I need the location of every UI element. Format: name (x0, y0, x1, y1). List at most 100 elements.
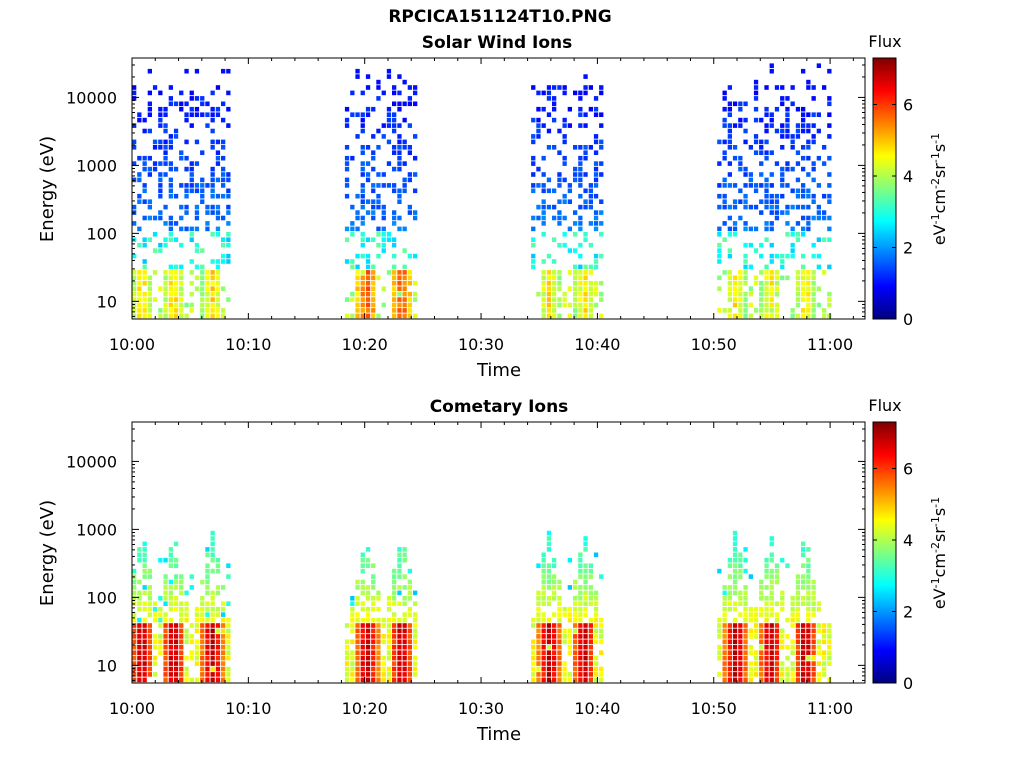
spectrogram-cell (822, 623, 827, 628)
spectrogram-cell (748, 677, 753, 683)
spectrogram-cell (163, 596, 168, 601)
spectrogram-cell (402, 655, 407, 661)
spectrogram-cell (546, 308, 552, 313)
spectrogram-cell (722, 155, 727, 161)
spectrogram-cell (769, 117, 774, 123)
spectrogram-cell (397, 655, 402, 661)
spectrogram-cell (407, 650, 412, 655)
spectrogram-cell (132, 275, 137, 281)
spectrogram-cell (226, 639, 231, 645)
spectrogram-cell (764, 574, 769, 579)
spectrogram-cell (759, 253, 764, 259)
spectrogram-cell (801, 563, 806, 568)
spectrogram-cell (588, 655, 593, 661)
spectrogram-cell (402, 280, 407, 286)
spectrogram-cell (392, 568, 397, 574)
spectrogram-cell (360, 655, 365, 661)
spectrogram-cell (593, 221, 599, 226)
spectrogram-cell (168, 634, 173, 639)
spectrogram-cell (780, 210, 785, 215)
spectrogram-cell (371, 106, 376, 112)
spectrogram-cell (785, 677, 790, 683)
spectrogram-cell (593, 150, 599, 155)
spectrogram-cell (552, 579, 557, 585)
spectrogram-cell (365, 623, 371, 628)
spectrogram-cell (402, 628, 407, 634)
spectrogram-cell (392, 275, 397, 281)
spectrogram-cell (578, 166, 583, 172)
spectrogram-cell (727, 623, 732, 628)
spectrogram-cell (221, 666, 226, 672)
spectrogram-cell (573, 650, 578, 655)
spectrogram-cell (194, 204, 200, 210)
spectrogram-cell (573, 672, 578, 677)
spectrogram-cell (536, 666, 541, 672)
spectrogram-cell (205, 183, 210, 188)
spectrogram-cell (552, 677, 557, 683)
spectrogram-cell (567, 199, 572, 204)
spectrogram-cell (769, 579, 774, 585)
spectrogram-cell (402, 596, 407, 601)
spectrogram-cell (546, 547, 552, 552)
spectrogram-cell (573, 612, 578, 617)
spectrogram-cell (226, 601, 231, 606)
spectrogram-cell (205, 579, 210, 585)
spectrogram-cell (795, 579, 801, 585)
spectrogram-cell (147, 672, 152, 677)
spectrogram-cell (386, 237, 392, 242)
spectrogram-cell (557, 280, 562, 286)
spectrogram-cell (732, 123, 738, 128)
spectrogram-cell (355, 215, 360, 221)
spectrogram-cell (392, 286, 397, 291)
spectrogram-cell (184, 639, 189, 645)
spectrogram-cell (743, 547, 748, 552)
spectrogram-cell (748, 574, 753, 579)
spectrogram-cell (780, 253, 785, 259)
spectrogram-cell (599, 253, 604, 259)
spectrogram-cell (816, 661, 821, 666)
spectrogram-cell (546, 634, 552, 639)
spectrogram-cell (360, 650, 365, 655)
spectrogram-cell (743, 183, 748, 188)
spectrogram-cell (785, 275, 790, 281)
spectrogram-cell (173, 672, 179, 677)
spectrogram-cell (360, 183, 365, 188)
spectrogram-cell (360, 215, 365, 221)
spectrogram-cell (769, 297, 774, 302)
spectrogram-cell (371, 183, 376, 188)
spectrogram-cell (583, 536, 588, 541)
spectrogram-cell (168, 579, 173, 585)
spectrogram-cell (360, 297, 365, 302)
spectrogram-cell (355, 617, 360, 623)
spectrogram-cell (827, 628, 832, 634)
spectrogram-cell (536, 117, 541, 123)
spectrogram-cell (785, 634, 790, 639)
spectrogram-cell (397, 585, 402, 590)
spectrogram-cell (194, 661, 200, 666)
spectrogram-cell (173, 275, 179, 281)
spectrogram-cell (142, 563, 147, 568)
spectrogram-cell (376, 275, 381, 281)
spectrogram-cell (759, 161, 764, 166)
spectrogram-cell (759, 117, 764, 123)
spectrogram-cell (531, 623, 536, 628)
spectrogram-cell (147, 308, 152, 313)
spectrogram-cell (593, 215, 599, 221)
spectrogram-cell (147, 634, 152, 639)
spectrogram-cell (785, 183, 790, 188)
spectrogram-cell (801, 623, 806, 628)
spectrogram-cell (360, 308, 365, 313)
spectrogram-cell (769, 280, 774, 286)
spectrogram-cell (407, 96, 412, 101)
spectrogram-cell (226, 106, 231, 112)
spectrogram-cell (226, 253, 231, 259)
spectrogram-cell (210, 193, 215, 199)
spectrogram-cell (179, 215, 184, 221)
spectrogram-cell (780, 172, 785, 177)
spectrogram-cell (142, 650, 147, 655)
spectrogram-cell (200, 275, 205, 281)
spectrogram-cell (806, 601, 811, 606)
spectrogram-cell (179, 606, 184, 612)
spectrogram-cell (365, 606, 371, 612)
spectrogram-cell (769, 123, 774, 128)
